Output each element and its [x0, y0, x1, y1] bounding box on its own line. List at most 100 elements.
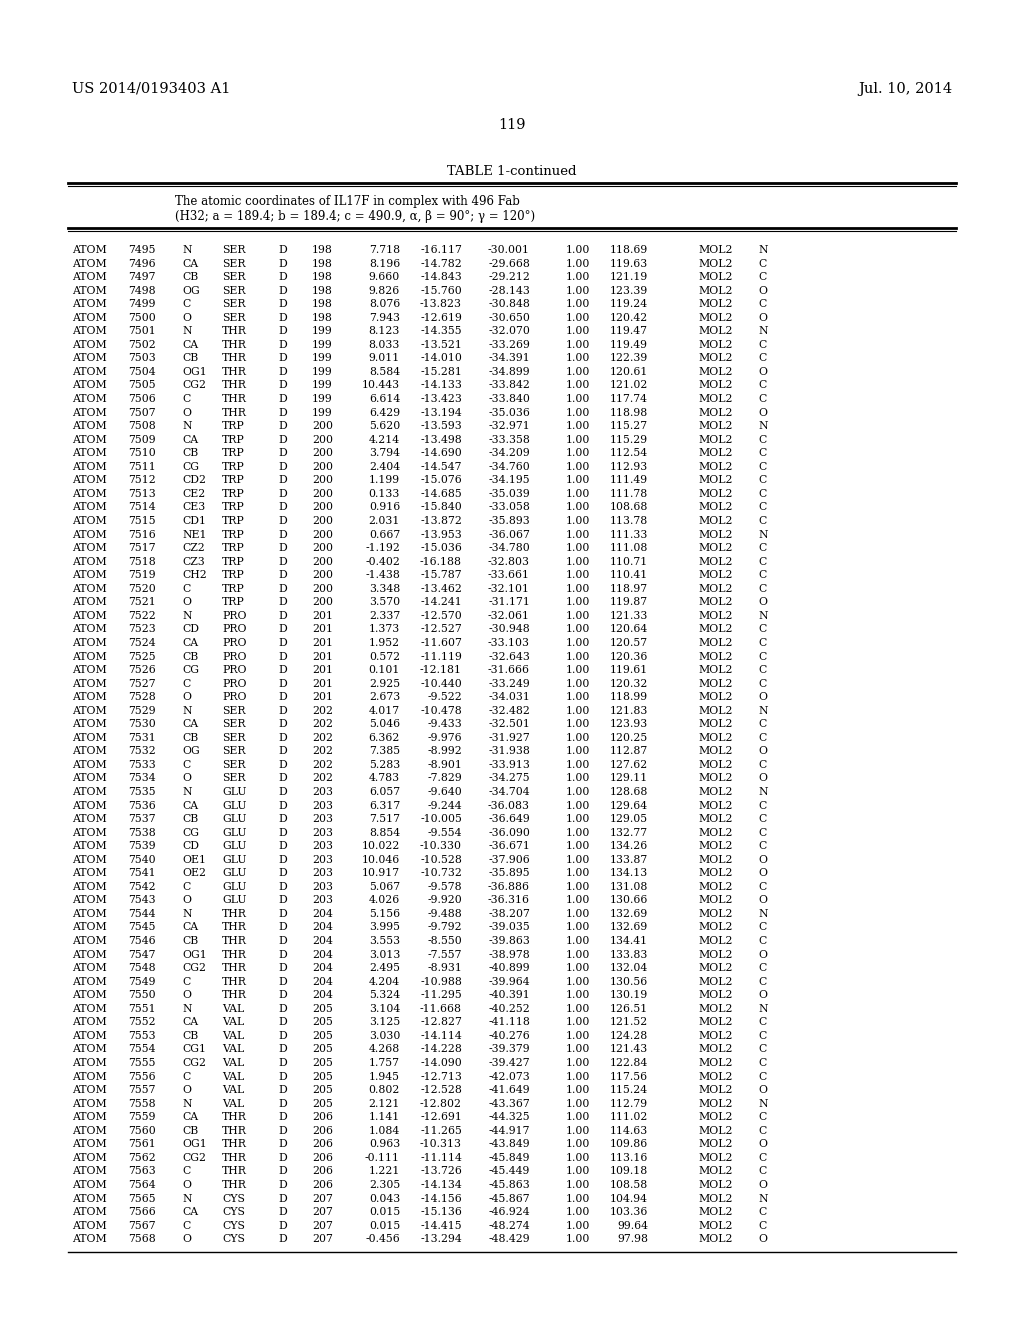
Text: MOL2: MOL2	[698, 841, 732, 851]
Text: 7561: 7561	[128, 1139, 156, 1150]
Text: OG1: OG1	[182, 1139, 207, 1150]
Text: -43.367: -43.367	[488, 1098, 530, 1109]
Text: 7555: 7555	[128, 1059, 156, 1068]
Text: -41.118: -41.118	[488, 1018, 530, 1027]
Text: ATOM: ATOM	[72, 543, 106, 553]
Text: MOL2: MOL2	[698, 1126, 732, 1135]
Text: C: C	[758, 259, 766, 268]
Text: 1.00: 1.00	[565, 1113, 590, 1122]
Text: 204: 204	[312, 964, 333, 973]
Text: 205: 205	[312, 1085, 333, 1096]
Text: O: O	[182, 1180, 191, 1189]
Text: MOL2: MOL2	[698, 1221, 732, 1230]
Text: CH2: CH2	[182, 570, 207, 581]
Text: ATOM: ATOM	[72, 1152, 106, 1163]
Text: THR: THR	[222, 1180, 247, 1189]
Text: 7551: 7551	[128, 1003, 156, 1014]
Text: D: D	[278, 1003, 287, 1014]
Text: -28.143: -28.143	[488, 285, 530, 296]
Text: 201: 201	[312, 652, 333, 661]
Text: MOL2: MOL2	[698, 828, 732, 838]
Text: ATOM: ATOM	[72, 706, 106, 715]
Text: 7515: 7515	[128, 516, 156, 525]
Text: N: N	[758, 706, 768, 715]
Text: THR: THR	[222, 408, 247, 417]
Text: N: N	[758, 1098, 768, 1109]
Text: -14.133: -14.133	[420, 380, 462, 391]
Text: -40.252: -40.252	[488, 1003, 530, 1014]
Text: O: O	[758, 1085, 767, 1096]
Text: C: C	[758, 1206, 766, 1217]
Text: O: O	[182, 408, 191, 417]
Text: TABLE 1-continued: TABLE 1-continued	[447, 165, 577, 178]
Text: D: D	[278, 977, 287, 987]
Text: -37.906: -37.906	[488, 855, 530, 865]
Text: 3.125: 3.125	[369, 1018, 400, 1027]
Text: 7511: 7511	[128, 462, 156, 471]
Text: CB: CB	[182, 652, 198, 661]
Text: MOL2: MOL2	[698, 1085, 732, 1096]
Text: -43.849: -43.849	[488, 1139, 530, 1150]
Text: D: D	[278, 678, 287, 689]
Text: GLU: GLU	[222, 882, 247, 892]
Text: 8.584: 8.584	[369, 367, 400, 378]
Text: 200: 200	[312, 488, 333, 499]
Text: C: C	[758, 841, 766, 851]
Text: ATOM: ATOM	[72, 990, 106, 1001]
Text: THR: THR	[222, 395, 247, 404]
Text: -36.090: -36.090	[488, 828, 530, 838]
Text: 1.00: 1.00	[565, 1167, 590, 1176]
Text: ATOM: ATOM	[72, 1003, 106, 1014]
Text: 1.373: 1.373	[369, 624, 400, 635]
Text: 4.783: 4.783	[369, 774, 400, 784]
Text: -14.355: -14.355	[421, 326, 462, 337]
Text: GLU: GLU	[222, 800, 247, 810]
Text: ATOM: ATOM	[72, 638, 106, 648]
Text: N: N	[758, 1193, 768, 1204]
Text: MOL2: MOL2	[698, 652, 732, 661]
Text: 111.08: 111.08	[609, 543, 648, 553]
Text: -10.440: -10.440	[420, 678, 462, 689]
Text: 1.00: 1.00	[565, 1098, 590, 1109]
Text: -9.792: -9.792	[427, 923, 462, 932]
Text: -33.840: -33.840	[488, 395, 530, 404]
Text: MOL2: MOL2	[698, 923, 732, 932]
Text: -41.649: -41.649	[488, 1085, 530, 1096]
Text: CYS: CYS	[222, 1234, 245, 1245]
Text: -13.521: -13.521	[420, 339, 462, 350]
Text: C: C	[758, 678, 766, 689]
Text: 7531: 7531	[128, 733, 156, 743]
Text: 124.28: 124.28	[609, 1031, 648, 1041]
Text: -9.522: -9.522	[427, 692, 462, 702]
Text: 200: 200	[312, 449, 333, 458]
Text: -44.325: -44.325	[488, 1113, 530, 1122]
Text: -0.402: -0.402	[366, 557, 400, 566]
Text: 7495: 7495	[128, 246, 156, 255]
Text: SER: SER	[222, 272, 246, 282]
Text: 206: 206	[312, 1113, 333, 1122]
Text: -38.978: -38.978	[488, 949, 530, 960]
Text: -10.988: -10.988	[420, 977, 462, 987]
Text: C: C	[182, 1072, 190, 1081]
Text: 199: 199	[312, 367, 333, 378]
Text: CB: CB	[182, 354, 198, 363]
Text: -36.067: -36.067	[488, 529, 530, 540]
Text: ATOM: ATOM	[72, 1098, 106, 1109]
Text: 9.826: 9.826	[369, 285, 400, 296]
Text: 3.553: 3.553	[369, 936, 400, 946]
Text: MOL2: MOL2	[698, 300, 732, 309]
Text: 7527: 7527	[128, 678, 156, 689]
Text: 201: 201	[312, 624, 333, 635]
Text: 120.36: 120.36	[609, 652, 648, 661]
Text: ATOM: ATOM	[72, 909, 106, 919]
Text: -13.294: -13.294	[420, 1234, 462, 1245]
Text: 7540: 7540	[128, 855, 156, 865]
Text: 200: 200	[312, 434, 333, 445]
Text: D: D	[278, 652, 287, 661]
Text: 10.046: 10.046	[361, 855, 400, 865]
Text: -34.760: -34.760	[488, 462, 530, 471]
Text: N: N	[758, 787, 768, 797]
Text: ATOM: ATOM	[72, 746, 106, 756]
Text: 7516: 7516	[128, 529, 156, 540]
Text: 7532: 7532	[128, 746, 156, 756]
